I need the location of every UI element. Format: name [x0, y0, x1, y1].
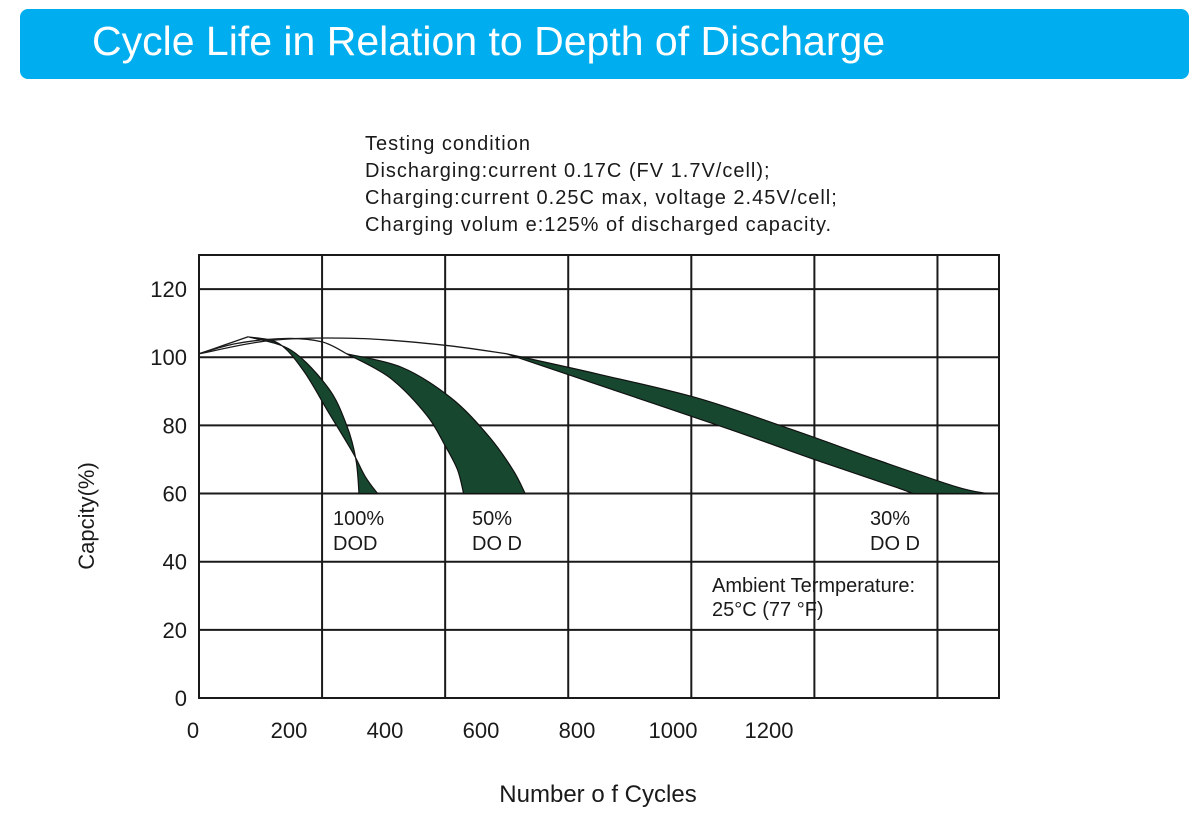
series-band	[198, 337, 527, 495]
condition-line: Discharging:current 0.17C (FV 1.7V/cell)…	[365, 160, 771, 182]
series-band-fill	[346, 353, 527, 495]
series-label: 50%	[472, 508, 512, 530]
x-tick-label: 800	[559, 718, 596, 743]
x-tick-label: 1200	[745, 718, 794, 743]
condition-line: Charging:current 0.25C max, voltage 2.45…	[365, 187, 838, 209]
x-tick-label: 1000	[649, 718, 698, 743]
grid	[199, 255, 999, 698]
y-tick-label: 20	[163, 618, 187, 643]
series-band-fill	[506, 353, 987, 495]
x-axis-title: Number o f Cycles	[499, 781, 696, 808]
series-band-fill	[248, 336, 379, 495]
y-tick-label: 120	[150, 277, 187, 302]
testing-conditions: Testing condition Discharging:current 0.…	[365, 131, 838, 239]
series-label: DOD	[333, 533, 377, 555]
series-initial-curve	[198, 337, 507, 355]
series-label: 30%	[870, 508, 910, 530]
page-title: Cycle Life in Relation to Depth of Disch…	[92, 18, 886, 64]
x-tick-label: 200	[271, 718, 308, 743]
y-tick-label: 100	[150, 345, 187, 370]
y-tick-label: 40	[163, 550, 187, 575]
series-labels: 100% DOD 50% DO D 30% DO D	[333, 508, 920, 555]
y-tick-label: 0	[175, 686, 187, 711]
series-initial-curve	[198, 337, 347, 355]
annotation-line: 25°C (77 °F)	[712, 599, 824, 621]
x-tick-label: 400	[367, 718, 404, 743]
plot-frame	[198, 254, 1000, 699]
y-tick-label: 80	[163, 413, 187, 438]
series-label: DO D	[870, 533, 920, 555]
series-label: 100%	[333, 508, 384, 530]
condition-line: Testing condition	[365, 133, 531, 155]
series-label: DO D	[472, 533, 522, 555]
series-band	[198, 337, 987, 495]
data-bands	[198, 336, 987, 495]
title-banner	[20, 9, 1189, 79]
x-tick-label: 600	[463, 718, 500, 743]
x-tick-label: 0	[187, 718, 199, 743]
annotation-line: Ambient Termperature:	[712, 575, 915, 597]
y-tick-label: 60	[163, 482, 187, 507]
condition-line: Charging volum e:125% of discharged capa…	[365, 214, 833, 236]
y-axis-title: Capcity(%)	[74, 462, 99, 570]
series-band	[198, 336, 379, 495]
